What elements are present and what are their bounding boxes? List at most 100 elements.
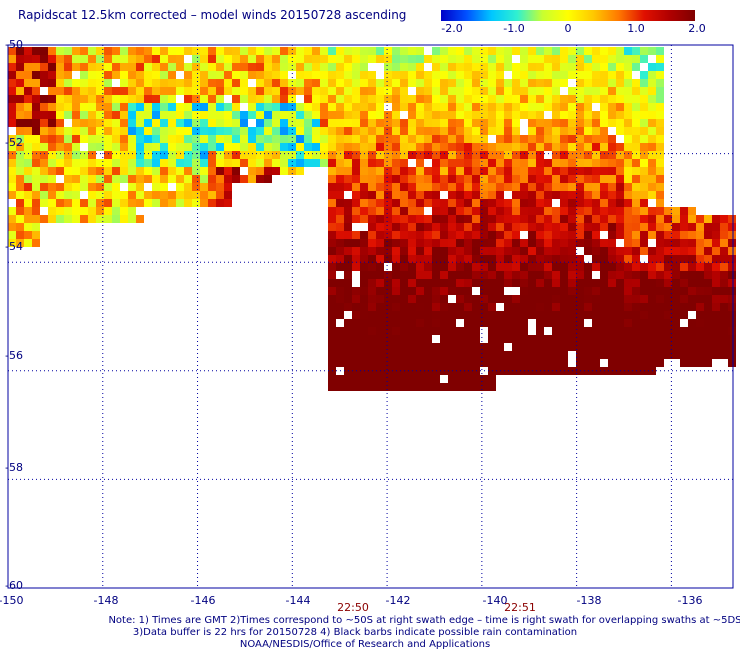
swath-cell — [360, 295, 368, 303]
swath-cell — [336, 303, 344, 311]
swath-cell — [504, 183, 512, 191]
swath-cell — [120, 143, 128, 151]
swath-cell — [696, 287, 704, 295]
swath-cell — [536, 207, 544, 215]
swath-cell — [8, 183, 16, 191]
swath-cell — [152, 95, 160, 103]
swath-cell — [552, 231, 560, 239]
swath-cell — [64, 191, 72, 199]
swath-cell — [656, 71, 664, 79]
swath-cell — [176, 159, 184, 167]
swath-cell — [592, 71, 600, 79]
swath-cell — [592, 207, 600, 215]
swath-cell — [8, 55, 16, 63]
swath-cell — [552, 151, 560, 159]
swath-cell — [464, 239, 472, 247]
swath-cell — [400, 199, 408, 207]
swath-cell — [728, 335, 736, 343]
swath-cell — [400, 351, 408, 359]
swath-cell — [528, 303, 536, 311]
swath-cell — [32, 87, 40, 95]
swath-cell — [648, 303, 656, 311]
swath-cell — [640, 191, 648, 199]
swath-cell — [472, 327, 480, 335]
swath-cell — [712, 319, 720, 327]
swath-cell — [560, 47, 568, 55]
swath-cell — [344, 327, 352, 335]
swath-cell — [72, 207, 80, 215]
swath-cell — [368, 375, 376, 383]
swath-cell — [592, 183, 600, 191]
swath-cell — [560, 263, 568, 271]
swath-cell — [688, 215, 696, 223]
swath-cell — [24, 135, 32, 143]
swath-cell — [696, 359, 704, 367]
swath-cell — [224, 151, 232, 159]
swath-cell — [208, 63, 216, 71]
swath-cell — [416, 327, 424, 335]
swath-cell — [336, 239, 344, 247]
swath-cell — [168, 95, 176, 103]
swath-cell — [48, 159, 56, 167]
swath-cell — [512, 247, 520, 255]
swath-cell — [552, 167, 560, 175]
swath-cell — [392, 127, 400, 135]
swath-cell — [424, 311, 432, 319]
swath-cell — [448, 119, 456, 127]
swath-cell — [24, 111, 32, 119]
swath-cell — [608, 231, 616, 239]
swath-cell — [472, 151, 480, 159]
swath-cell — [552, 191, 560, 199]
swath-cell — [376, 311, 384, 319]
swath-cell — [16, 207, 24, 215]
swath-cell — [576, 239, 584, 247]
swath-cell — [600, 111, 608, 119]
swath-cell — [8, 135, 16, 143]
swath-cell — [392, 255, 400, 263]
swath-cell — [544, 79, 552, 87]
swath-cell — [672, 223, 680, 231]
swath-cell — [728, 255, 736, 263]
swath-cell — [576, 335, 584, 343]
swath-cell — [456, 247, 464, 255]
swath-cell — [464, 351, 472, 359]
swath-cell — [672, 247, 680, 255]
swath-cell — [656, 191, 664, 199]
swath-cell — [504, 255, 512, 263]
swath-cell — [264, 159, 272, 167]
swath-cell — [24, 79, 32, 87]
swath-cell — [32, 47, 40, 55]
swath-cell — [640, 143, 648, 151]
swath-cell — [712, 255, 720, 263]
swath-cell — [328, 255, 336, 263]
swath-cell — [184, 183, 192, 191]
swath-cell — [120, 127, 128, 135]
swath-cell — [376, 119, 384, 127]
swath-cell — [592, 95, 600, 103]
swath-cell — [512, 319, 520, 327]
swath-cell — [616, 175, 624, 183]
swath-cell — [720, 279, 728, 287]
swath-cell — [464, 175, 472, 183]
swath-cell — [392, 263, 400, 271]
swath-cell — [600, 95, 608, 103]
lat-label: -50 — [5, 38, 23, 51]
swath-cell — [336, 295, 344, 303]
swath-cell — [472, 183, 480, 191]
swath-cell — [432, 63, 440, 71]
swath-cell — [384, 239, 392, 247]
swath-cell — [344, 143, 352, 151]
swath-cell — [264, 79, 272, 87]
swath-cell — [560, 111, 568, 119]
swath-cell — [624, 119, 632, 127]
swath-cell — [576, 55, 584, 63]
swath-cell — [232, 71, 240, 79]
swath-cell — [336, 335, 344, 343]
swath-cell — [488, 119, 496, 127]
swath-cell — [728, 247, 736, 255]
swath-cell — [88, 167, 96, 175]
swath-cell — [728, 231, 736, 239]
swath-cell — [224, 175, 232, 183]
swath-cell — [640, 95, 648, 103]
swath-cell — [136, 111, 144, 119]
